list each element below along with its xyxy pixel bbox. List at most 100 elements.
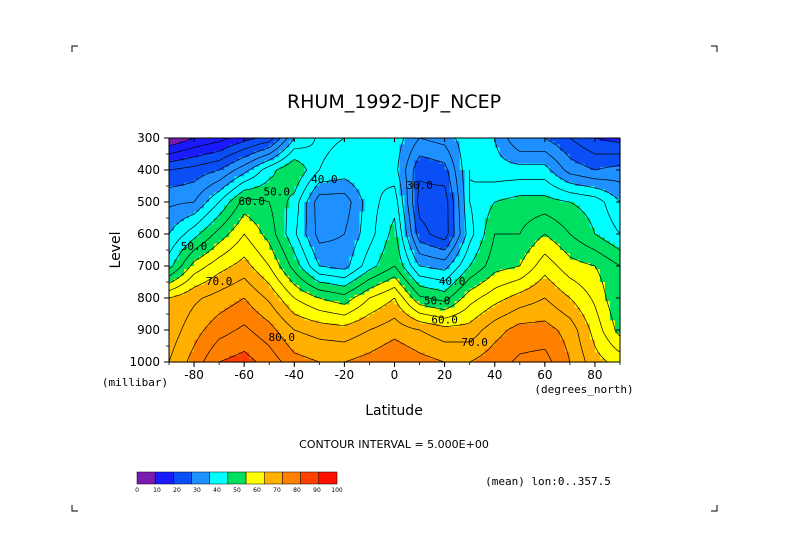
filled-cell <box>584 144 591 149</box>
filled-cell <box>224 224 230 229</box>
filled-cell <box>244 176 250 181</box>
filled-cell <box>374 147 381 152</box>
filled-cell <box>609 157 616 161</box>
filled-cell <box>544 240 551 245</box>
filled-cell <box>294 208 300 213</box>
filled-cell <box>489 282 496 286</box>
filled-cell <box>544 147 551 152</box>
filled-cell <box>614 192 621 197</box>
filled-cell <box>384 269 391 273</box>
filled-cell <box>409 262 416 267</box>
filled-cell <box>249 272 255 277</box>
filled-cell <box>584 288 591 293</box>
filled-cell <box>564 301 571 305</box>
filled-cell <box>279 211 285 216</box>
filled-cell <box>454 157 461 161</box>
filled-cell <box>184 170 190 174</box>
filled-cell <box>524 282 531 286</box>
filled-cell <box>499 198 506 203</box>
filled-cell <box>354 230 361 235</box>
filled-cell <box>184 179 190 184</box>
filled-cell <box>604 246 611 251</box>
filled-cell <box>499 278 506 283</box>
filled-cell <box>259 230 265 235</box>
filled-cell <box>409 230 416 235</box>
filled-cell <box>464 221 471 225</box>
filled-cell <box>514 202 521 206</box>
filled-cell <box>234 176 240 181</box>
filled-cell <box>589 259 596 264</box>
filled-cell <box>544 301 551 305</box>
filled-cell <box>224 298 230 302</box>
filled-cell <box>284 285 290 289</box>
filled-cell <box>589 266 596 270</box>
filled-cell <box>269 218 275 222</box>
filled-cell <box>299 278 305 283</box>
filled-cell <box>264 211 270 216</box>
filled-cell <box>509 304 516 309</box>
filled-cell <box>389 198 396 203</box>
filled-cell <box>254 150 260 155</box>
filled-cell <box>244 246 250 251</box>
filled-cell <box>214 147 220 152</box>
filled-cell <box>314 234 320 238</box>
filled-cell <box>279 275 285 280</box>
filled-cell <box>179 138 185 142</box>
filled-cell <box>314 176 320 181</box>
filled-cell <box>204 259 210 264</box>
filled-cell <box>554 246 561 251</box>
filled-cell <box>209 266 215 270</box>
filled-cell <box>189 304 195 309</box>
corner-mark-bottom-left <box>71 505 78 512</box>
filled-cell <box>489 301 496 305</box>
filled-cell <box>534 147 541 152</box>
filled-cell <box>484 150 491 155</box>
filled-cell <box>449 211 456 216</box>
filled-cell <box>309 154 315 158</box>
filled-cell <box>349 256 356 261</box>
filled-cell <box>289 310 295 315</box>
filled-cell <box>314 288 320 293</box>
filled-cell <box>419 176 426 181</box>
filled-cell <box>299 170 305 174</box>
filled-cell <box>589 307 596 312</box>
filled-cell <box>234 310 240 315</box>
filled-cell <box>549 227 556 232</box>
filled-cell <box>519 198 526 203</box>
filled-cell <box>204 224 210 229</box>
filled-cell <box>224 237 230 241</box>
filled-cell <box>439 163 446 168</box>
filled-cell <box>259 160 265 165</box>
filled-cell <box>444 202 451 206</box>
filled-cell <box>519 250 526 254</box>
filled-cell <box>464 208 471 213</box>
filled-cell <box>214 310 220 315</box>
filled-cell <box>489 141 496 145</box>
filled-cell <box>204 218 210 222</box>
filled-cell <box>204 234 210 238</box>
filled-cell <box>534 221 541 225</box>
filled-cell <box>349 285 356 289</box>
filled-cell <box>464 259 471 264</box>
filled-cell <box>294 218 300 222</box>
filled-cell <box>604 218 611 222</box>
filled-cell <box>214 214 220 219</box>
filled-cell <box>454 262 461 267</box>
filled-cell <box>239 240 245 245</box>
filled-cell <box>414 310 421 315</box>
filled-cell <box>469 147 476 152</box>
filled-cell <box>204 301 210 305</box>
filled-cell <box>409 291 416 296</box>
filled-cell <box>219 256 225 261</box>
filled-cell <box>329 230 335 235</box>
filled-cell <box>499 246 506 251</box>
filled-cell <box>304 234 310 238</box>
filled-cell <box>404 163 411 168</box>
filled-cell <box>494 224 501 229</box>
filled-cell <box>454 214 461 219</box>
filled-cell <box>394 141 401 145</box>
filled-cell <box>239 141 245 145</box>
filled-cell <box>279 138 285 142</box>
filled-cell <box>219 154 225 158</box>
filled-cell <box>259 240 265 245</box>
